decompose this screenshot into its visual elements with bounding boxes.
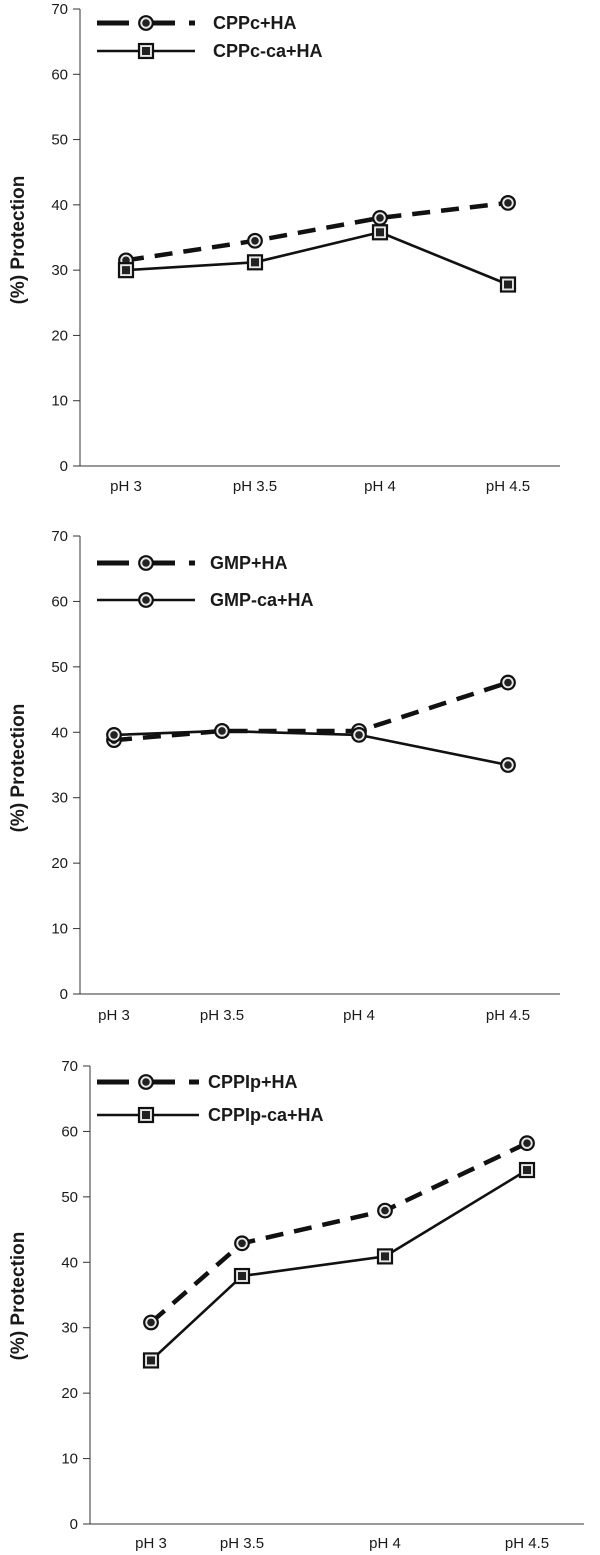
- y-tick-label: 70: [61, 1058, 78, 1075]
- y-tick-label: 20: [61, 1385, 78, 1402]
- series-line: [149, 1141, 528, 1325]
- y-tick-label: 50: [51, 659, 68, 676]
- series-1: [143, 1135, 535, 1331]
- legend-entry-1: GMP+HA: [97, 553, 288, 573]
- data-point-core: [376, 214, 384, 222]
- chart-panel-1: 0 10 20 30 40 50 60 70 pH 3 pH 3.5 pH 4 pH 4.5 (%) P…: [8, 1, 560, 495]
- x-tick-label: pH 4.5: [505, 1535, 549, 1552]
- legend-entry-2: CPPc-ca+HA: [97, 41, 323, 61]
- legend-entry-1: CPPIp+HA: [97, 1072, 298, 1092]
- y-tick-label: 40: [51, 197, 68, 214]
- y-tick-label: 20: [51, 855, 68, 872]
- legend-entry-2: GMP-ca+HA: [97, 590, 314, 610]
- y-tick-label: 40: [51, 724, 68, 741]
- y-tick-label: 70: [51, 1, 68, 18]
- series-line: [113, 729, 509, 767]
- legend-entry-1: CPPc+HA: [97, 13, 297, 33]
- data-point-core: [238, 1239, 246, 1248]
- legend-entry-2: CPPIp-ca+HA: [97, 1105, 324, 1125]
- data-point-core: [381, 1206, 389, 1215]
- data-point-core: [110, 731, 118, 739]
- data-point-core: [218, 727, 226, 735]
- series-line: [113, 680, 509, 743]
- y-tick-label: 30: [51, 262, 68, 279]
- x-tick-label: pH 3: [135, 1535, 167, 1552]
- y-axis-label: (%) Protection: [8, 176, 29, 305]
- legend-label: CPPIp-ca+HA: [208, 1105, 324, 1125]
- y-tick-label: 10: [51, 921, 68, 938]
- y-tick-label: 0: [70, 1516, 78, 1533]
- data-point-core: [122, 266, 130, 275]
- x-tick-label: pH 3.5: [220, 1535, 264, 1552]
- legend-label: GMP+HA: [210, 553, 288, 573]
- y-tick-label: 0: [60, 458, 68, 475]
- data-point-core: [355, 731, 363, 739]
- legend-label: CPPIp+HA: [208, 1072, 298, 1092]
- series-line: [125, 200, 509, 263]
- data-point-core: [523, 1166, 531, 1175]
- series-2: [142, 1161, 536, 1369]
- x-tick-label: pH 3: [98, 1007, 130, 1024]
- y-tick-label: 10: [61, 1451, 78, 1468]
- y-tick-label: 60: [51, 593, 68, 610]
- data-point-core: [251, 236, 259, 245]
- y-tick-label: 10: [51, 393, 68, 410]
- legend-marker-core: [142, 596, 150, 604]
- series-1: [106, 674, 516, 749]
- legend-marker-core: [142, 1078, 150, 1086]
- x-tick-label: pH 3: [110, 478, 142, 495]
- legend-marker-core: [142, 19, 150, 27]
- series-2: [117, 224, 517, 293]
- data-point-core: [504, 678, 512, 687]
- y-tick-label: 0: [60, 986, 68, 1003]
- data-point-core: [147, 1356, 155, 1365]
- legend-label: CPPc-ca+HA: [213, 41, 323, 61]
- x-tick-label: pH 3.5: [200, 1007, 244, 1024]
- data-point-core: [147, 1318, 155, 1327]
- chart-panel-2: 0 10 20 30 40 50 60 70 pH 3 pH 3.5 pH 4 pH 4.5 (%) P…: [8, 528, 560, 1024]
- x-tick-label: pH 4.5: [486, 478, 530, 495]
- y-tick-label: 50: [51, 132, 68, 149]
- y-tick-label: 60: [61, 1123, 78, 1140]
- y-axis-label: (%) Protection: [8, 1232, 29, 1361]
- legend-label: GMP-ca+HA: [210, 590, 314, 610]
- data-point-core: [504, 761, 512, 769]
- y-tick-label: 30: [51, 790, 68, 807]
- y-tick-label: 40: [61, 1254, 78, 1271]
- x-tick-label: pH 4: [369, 1535, 401, 1552]
- legend-marker-core: [142, 1111, 150, 1119]
- data-point-core: [238, 1272, 246, 1281]
- data-point-core: [504, 280, 512, 289]
- chart-panel-3: 0 10 20 30 40 50 60 70 pH 3 pH 3.5 pH 4 pH 4.5 (%) P…: [8, 1058, 584, 1552]
- legend-marker-core: [142, 47, 150, 55]
- series-line: [125, 230, 509, 286]
- series-1: [118, 194, 516, 269]
- y-axis-label: (%) Protection: [8, 704, 29, 833]
- legend-marker-core: [142, 559, 150, 567]
- data-point-core: [376, 228, 384, 237]
- y-tick-label: 30: [61, 1320, 78, 1337]
- data-point-core: [381, 1252, 389, 1261]
- x-tick-label: pH 4.5: [486, 1007, 530, 1024]
- data-point-core: [251, 258, 259, 267]
- series-line: [150, 1168, 528, 1362]
- y-tick-label: 50: [61, 1189, 78, 1206]
- y-tick-label: 60: [51, 66, 68, 83]
- data-point-core: [504, 199, 512, 207]
- x-tick-label: pH 4: [364, 478, 396, 495]
- x-tick-label: pH 4: [343, 1007, 375, 1024]
- series-2: [106, 723, 516, 773]
- y-tick-label: 70: [51, 528, 68, 545]
- data-point-core: [523, 1139, 531, 1148]
- legend-label: CPPc+HA: [213, 13, 297, 33]
- y-tick-label: 20: [51, 327, 68, 344]
- x-tick-label: pH 3.5: [233, 478, 277, 495]
